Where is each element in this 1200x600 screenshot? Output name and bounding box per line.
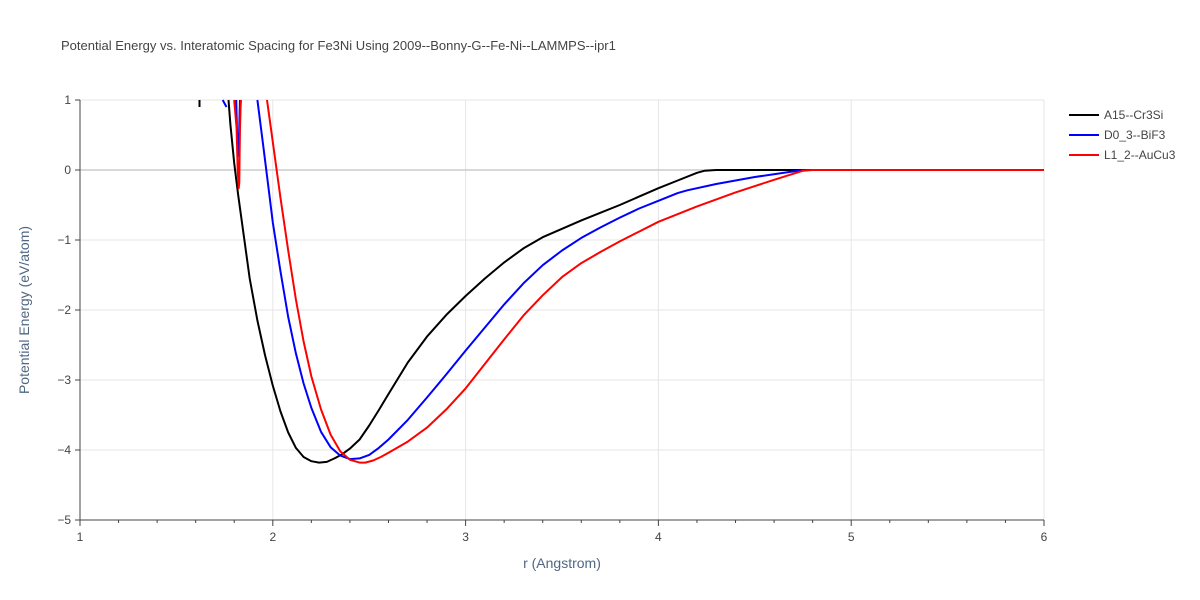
grid-lines	[80, 99, 1045, 520]
axes: 1 2 3 4 5 6 1 0 −1 −2 −3 −4 −5	[57, 93, 1047, 544]
series-line-d0-3-bif3	[221, 99, 228, 108]
x-tick-label: 1	[77, 530, 84, 544]
y-tick-label: −2	[57, 303, 71, 317]
x-tick-label: 3	[462, 530, 469, 544]
legend-item[interactable]: L1_2--AuCu3	[1069, 148, 1176, 162]
x-axis-title: r (Angstrom)	[523, 555, 601, 571]
legend: A15--Cr3Si D0_3--BiF3 L1_2--AuCu3	[1069, 108, 1176, 162]
y-tick-label: −4	[57, 443, 71, 457]
series-lines	[198, 99, 1044, 464]
x-tick-label: 2	[269, 530, 276, 544]
x-tick-label: 4	[655, 530, 662, 544]
legend-item[interactable]: A15--Cr3Si	[1069, 108, 1163, 122]
y-tick-label: −5	[57, 513, 71, 527]
legend-label: L1_2--AuCu3	[1104, 148, 1176, 162]
legend-item[interactable]: D0_3--BiF3	[1069, 128, 1166, 142]
plot-area	[198, 99, 1044, 464]
y-tick-label: 0	[64, 163, 71, 177]
x-tick-label: 6	[1041, 530, 1048, 544]
y-tick-label: −3	[57, 373, 71, 387]
x-tick-label: 5	[848, 530, 855, 544]
series-line-a15-cr3si	[227, 99, 1044, 464]
y-tick-label: 1	[64, 93, 71, 107]
series-line-l1-2-aucu3	[233, 99, 242, 190]
legend-label: A15--Cr3Si	[1104, 108, 1163, 122]
series-line-l1-2-aucu3	[266, 99, 1044, 464]
chart-title: Potential Energy vs. Interatomic Spacing…	[61, 38, 616, 53]
y-tick-label: −1	[57, 233, 71, 247]
y-axis-title: Potential Energy (eV/atom)	[16, 226, 32, 394]
series-line-d0-3-bif3	[256, 99, 1044, 461]
legend-label: D0_3--BiF3	[1104, 128, 1166, 142]
